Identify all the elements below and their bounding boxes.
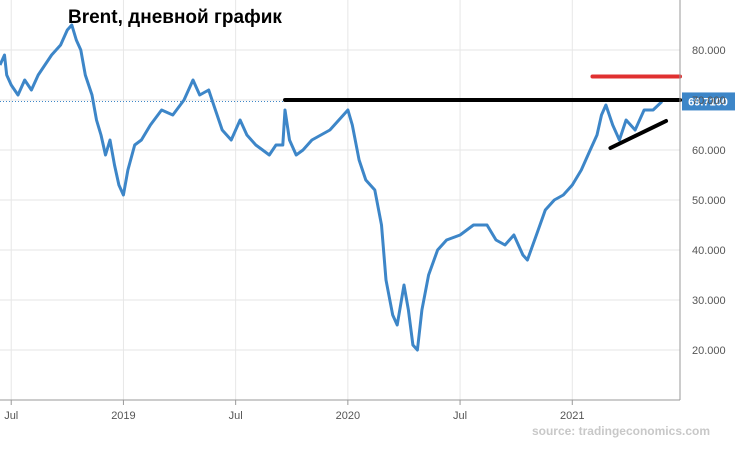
grid: [0, 0, 680, 400]
y-tick-label: 60.000: [692, 145, 726, 157]
y-tick-label: 80.000: [692, 45, 726, 57]
source-label: source: tradingeconomics.com: [532, 424, 710, 438]
x-tick-label: 2021: [560, 410, 584, 422]
x-tick-label: Jul: [4, 410, 18, 422]
brent-price-line: [0, 23, 664, 352]
y-tick-label: 30.000: [692, 295, 726, 307]
y-tick-label: 50.000: [692, 195, 726, 207]
y-tick-label: 40.000: [692, 245, 726, 257]
x-tick-label: Jul: [229, 410, 243, 422]
last-value-badge: [682, 92, 735, 111]
y-tick-label: 20.000: [692, 345, 726, 357]
x-tick-label: 2020: [336, 410, 360, 422]
chart-title: Brent, дневной график: [68, 7, 282, 28]
y-tick-label: 70.000: [692, 95, 726, 107]
last-value-label: 69.7100: [688, 96, 728, 108]
plot-area: 69.7100: [0, 23, 735, 352]
support-trendline: [608, 119, 669, 150]
annotations: [283, 74, 682, 150]
x-tick-label: 2019: [111, 410, 135, 422]
axes: 20.000 30.000 40.000 50.000 60.000 70.000 80.0…: [0, 0, 726, 422]
x-tick-label: Jul: [453, 410, 467, 422]
